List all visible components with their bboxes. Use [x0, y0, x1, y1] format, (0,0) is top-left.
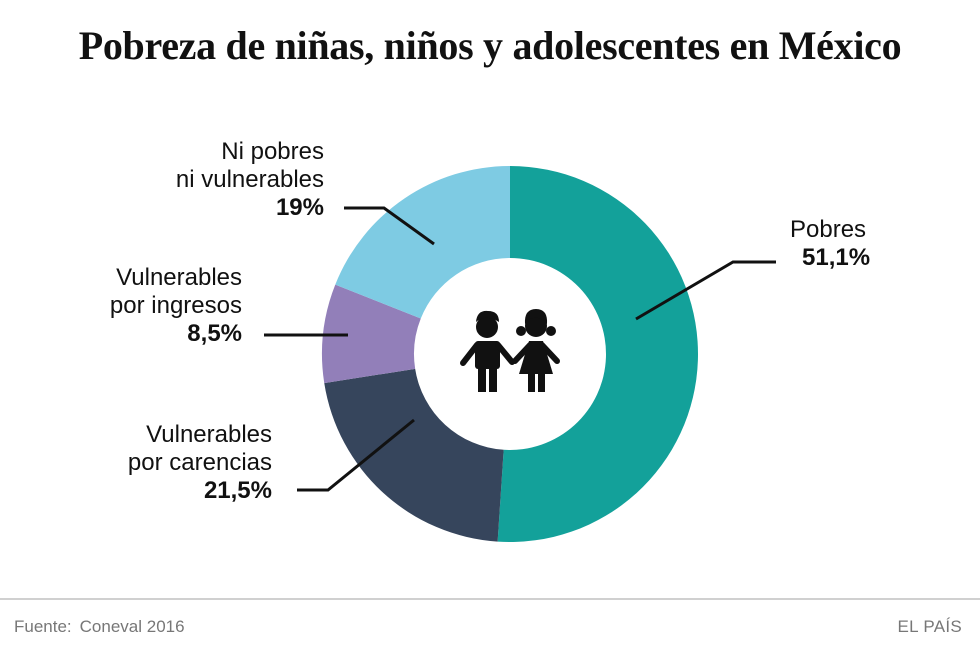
donut-slice-2 — [321, 284, 421, 384]
brand-logo: EL PAÍS — [897, 617, 962, 636]
donut-slices — [321, 166, 698, 542]
donut-slice-3 — [335, 166, 510, 319]
donut-chart — [264, 166, 776, 542]
footer-divider — [0, 598, 980, 600]
leader-lines — [264, 206, 776, 492]
leader-line-0 — [635, 260, 776, 321]
leader-line-1 — [297, 418, 415, 492]
value-pobres: 51,1% — [802, 244, 871, 271]
label-ni-pobres: Ni pobres ni vulnerables 19% — [175, 138, 324, 221]
label-vulnerables-ingresos: Vulnerables por ingresos 8,5% — [109, 264, 242, 347]
value-ni-pobres: 19% — [275, 194, 324, 221]
value-vulnerables-carencias: 21,5% — [203, 477, 272, 504]
chart-title: Pobreza de niñas, niños y adolescentes e… — [78, 23, 902, 68]
donut-slice-1 — [324, 368, 504, 542]
label-vulnerables-carencias: Vulnerables por carencias 21,5% — [127, 421, 272, 504]
donut-slice-0 — [497, 166, 698, 542]
source-note: Fuente: Coneval 2016 — [14, 617, 185, 636]
label-pobres: Pobres 51,1% — [790, 216, 871, 271]
children-icon — [460, 309, 560, 392]
value-vulnerables-ingresos: 8,5% — [187, 320, 242, 347]
leader-line-3 — [344, 206, 435, 246]
